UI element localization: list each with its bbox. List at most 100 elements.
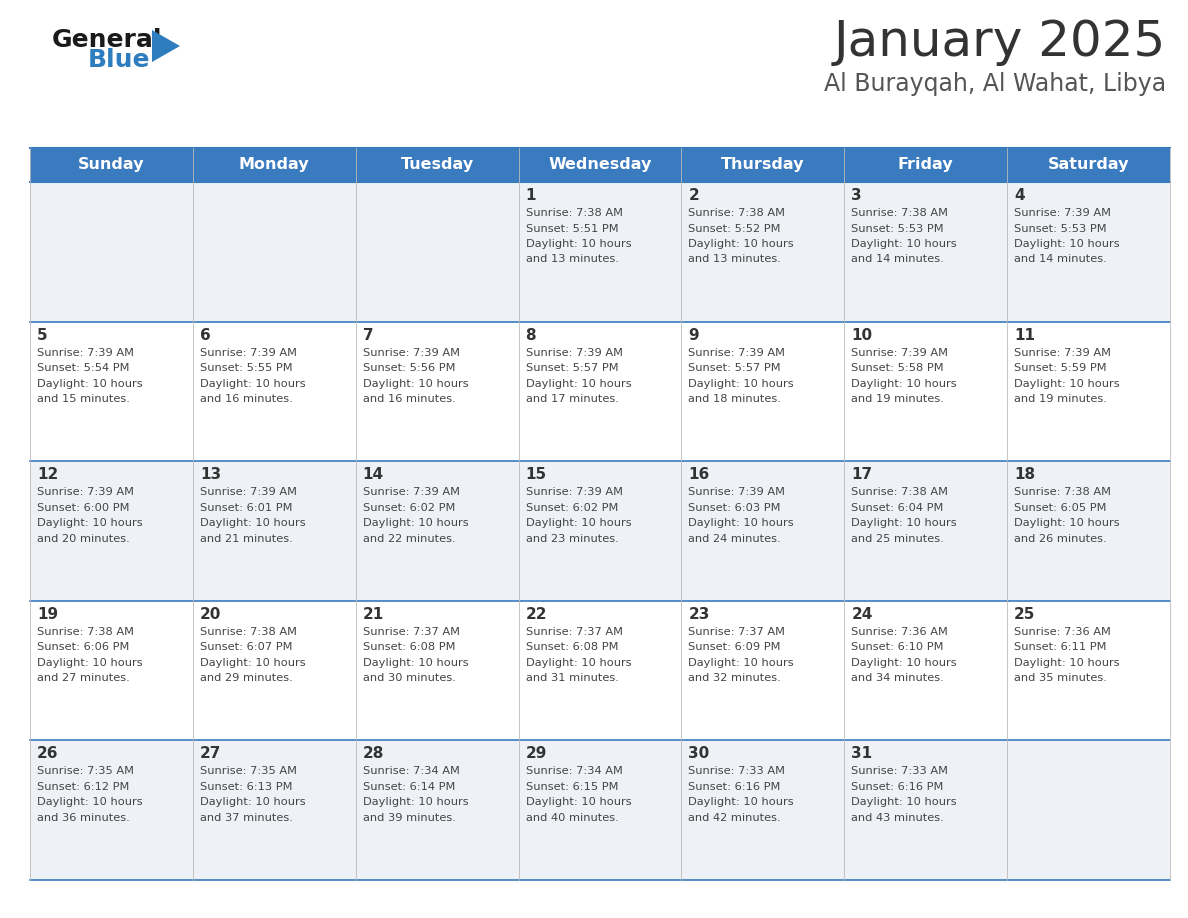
Bar bbox=[845, 600, 1007, 741]
Text: Daylight: 10 hours: Daylight: 10 hours bbox=[37, 798, 143, 808]
Text: Daylight: 10 hours: Daylight: 10 hours bbox=[1015, 658, 1120, 667]
Bar bbox=[192, 321, 355, 461]
Text: 23: 23 bbox=[688, 607, 709, 621]
Text: Sunset: 6:11 PM: Sunset: 6:11 PM bbox=[1015, 643, 1107, 653]
Text: Daylight: 10 hours: Daylight: 10 hours bbox=[1015, 239, 1120, 249]
Bar bbox=[1007, 148, 1170, 182]
Text: 13: 13 bbox=[200, 467, 221, 482]
Text: 5: 5 bbox=[37, 328, 48, 342]
Text: 8: 8 bbox=[525, 328, 536, 342]
Bar bbox=[355, 600, 519, 741]
Text: Daylight: 10 hours: Daylight: 10 hours bbox=[362, 658, 468, 667]
Bar bbox=[355, 321, 519, 461]
Text: Sunrise: 7:38 AM: Sunrise: 7:38 AM bbox=[852, 208, 948, 218]
Bar bbox=[682, 321, 845, 461]
Text: Daylight: 10 hours: Daylight: 10 hours bbox=[525, 518, 631, 528]
Bar bbox=[1007, 741, 1170, 880]
Text: Sunset: 6:15 PM: Sunset: 6:15 PM bbox=[525, 782, 618, 792]
Text: Sunrise: 7:34 AM: Sunrise: 7:34 AM bbox=[362, 767, 460, 777]
Text: Daylight: 10 hours: Daylight: 10 hours bbox=[1015, 518, 1120, 528]
Text: 25: 25 bbox=[1015, 607, 1036, 621]
Text: and 17 minutes.: and 17 minutes. bbox=[525, 394, 619, 404]
Text: Sunrise: 7:38 AM: Sunrise: 7:38 AM bbox=[37, 627, 134, 637]
Text: Daylight: 10 hours: Daylight: 10 hours bbox=[200, 518, 305, 528]
Text: Sunset: 5:51 PM: Sunset: 5:51 PM bbox=[525, 223, 618, 233]
Text: and 21 minutes.: and 21 minutes. bbox=[200, 533, 292, 543]
Text: and 15 minutes.: and 15 minutes. bbox=[37, 394, 129, 404]
Text: and 32 minutes.: and 32 minutes. bbox=[688, 673, 782, 683]
Bar bbox=[519, 461, 682, 600]
Text: Daylight: 10 hours: Daylight: 10 hours bbox=[525, 658, 631, 667]
Text: Sunset: 5:55 PM: Sunset: 5:55 PM bbox=[200, 364, 292, 373]
Text: 11: 11 bbox=[1015, 328, 1035, 342]
Text: Daylight: 10 hours: Daylight: 10 hours bbox=[362, 798, 468, 808]
Text: Sunrise: 7:38 AM: Sunrise: 7:38 AM bbox=[525, 208, 623, 218]
Text: Sunrise: 7:39 AM: Sunrise: 7:39 AM bbox=[37, 348, 134, 358]
Text: Sunset: 6:06 PM: Sunset: 6:06 PM bbox=[37, 643, 129, 653]
Text: 4: 4 bbox=[1015, 188, 1025, 203]
Text: Sunrise: 7:39 AM: Sunrise: 7:39 AM bbox=[688, 348, 785, 358]
Text: and 40 minutes.: and 40 minutes. bbox=[525, 813, 618, 823]
Bar bbox=[1007, 321, 1170, 461]
Text: Sunrise: 7:39 AM: Sunrise: 7:39 AM bbox=[852, 348, 948, 358]
Bar bbox=[30, 321, 192, 461]
Text: Sunset: 6:01 PM: Sunset: 6:01 PM bbox=[200, 503, 292, 512]
Text: Sunset: 6:02 PM: Sunset: 6:02 PM bbox=[525, 503, 618, 512]
Bar bbox=[355, 148, 519, 182]
Text: 29: 29 bbox=[525, 746, 546, 761]
Bar bbox=[682, 461, 845, 600]
Text: Daylight: 10 hours: Daylight: 10 hours bbox=[525, 239, 631, 249]
Text: Monday: Monday bbox=[239, 158, 310, 173]
Text: Daylight: 10 hours: Daylight: 10 hours bbox=[200, 658, 305, 667]
Bar bbox=[192, 741, 355, 880]
Bar bbox=[682, 148, 845, 182]
Text: Blue: Blue bbox=[88, 48, 151, 72]
Text: Sunset: 6:02 PM: Sunset: 6:02 PM bbox=[362, 503, 455, 512]
Bar bbox=[192, 148, 355, 182]
Text: Daylight: 10 hours: Daylight: 10 hours bbox=[525, 378, 631, 388]
Text: Daylight: 10 hours: Daylight: 10 hours bbox=[688, 239, 794, 249]
Bar bbox=[682, 600, 845, 741]
Text: and 27 minutes.: and 27 minutes. bbox=[37, 673, 129, 683]
Bar bbox=[355, 741, 519, 880]
Text: Daylight: 10 hours: Daylight: 10 hours bbox=[362, 518, 468, 528]
Text: Daylight: 10 hours: Daylight: 10 hours bbox=[852, 798, 956, 808]
Text: and 18 minutes.: and 18 minutes. bbox=[688, 394, 782, 404]
Text: Al Burayqah, Al Wahat, Libya: Al Burayqah, Al Wahat, Libya bbox=[823, 72, 1165, 96]
Text: Sunrise: 7:35 AM: Sunrise: 7:35 AM bbox=[200, 767, 297, 777]
Text: Daylight: 10 hours: Daylight: 10 hours bbox=[852, 239, 956, 249]
Text: Sunset: 6:07 PM: Sunset: 6:07 PM bbox=[200, 643, 292, 653]
Text: Daylight: 10 hours: Daylight: 10 hours bbox=[37, 378, 143, 388]
Text: and 35 minutes.: and 35 minutes. bbox=[1015, 673, 1107, 683]
Text: Sunset: 5:57 PM: Sunset: 5:57 PM bbox=[525, 364, 618, 373]
Text: Sunset: 6:16 PM: Sunset: 6:16 PM bbox=[688, 782, 781, 792]
Text: and 19 minutes.: and 19 minutes. bbox=[1015, 394, 1107, 404]
Text: Daylight: 10 hours: Daylight: 10 hours bbox=[37, 658, 143, 667]
Text: Daylight: 10 hours: Daylight: 10 hours bbox=[1015, 378, 1120, 388]
Text: Daylight: 10 hours: Daylight: 10 hours bbox=[688, 798, 794, 808]
Text: 15: 15 bbox=[525, 467, 546, 482]
Text: and 36 minutes.: and 36 minutes. bbox=[37, 813, 129, 823]
Text: and 25 minutes.: and 25 minutes. bbox=[852, 533, 944, 543]
Text: 3: 3 bbox=[852, 188, 862, 203]
Text: and 14 minutes.: and 14 minutes. bbox=[852, 254, 944, 264]
Text: Sunrise: 7:38 AM: Sunrise: 7:38 AM bbox=[1015, 487, 1111, 498]
Text: Sunset: 6:16 PM: Sunset: 6:16 PM bbox=[852, 782, 943, 792]
Text: Sunset: 6:13 PM: Sunset: 6:13 PM bbox=[200, 782, 292, 792]
Text: 19: 19 bbox=[37, 607, 58, 621]
Text: and 39 minutes.: and 39 minutes. bbox=[362, 813, 455, 823]
Text: 9: 9 bbox=[688, 328, 699, 342]
Text: January 2025: January 2025 bbox=[834, 18, 1165, 66]
Text: Wednesday: Wednesday bbox=[549, 158, 652, 173]
Text: Sunrise: 7:39 AM: Sunrise: 7:39 AM bbox=[200, 348, 297, 358]
Text: Sunset: 6:09 PM: Sunset: 6:09 PM bbox=[688, 643, 781, 653]
Text: 17: 17 bbox=[852, 467, 872, 482]
Text: Tuesday: Tuesday bbox=[400, 158, 474, 173]
Bar bbox=[519, 321, 682, 461]
Bar bbox=[30, 461, 192, 600]
Text: Sunrise: 7:39 AM: Sunrise: 7:39 AM bbox=[1015, 348, 1111, 358]
Bar bbox=[519, 600, 682, 741]
Text: and 31 minutes.: and 31 minutes. bbox=[525, 673, 619, 683]
Text: Sunset: 6:12 PM: Sunset: 6:12 PM bbox=[37, 782, 129, 792]
Text: Sunrise: 7:39 AM: Sunrise: 7:39 AM bbox=[525, 487, 623, 498]
